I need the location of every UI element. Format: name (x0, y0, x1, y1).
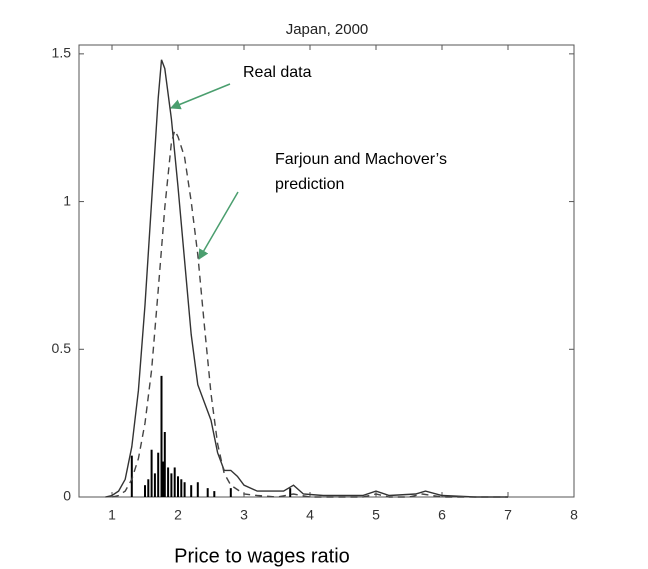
x-tick-label: 1 (108, 507, 116, 523)
annotation-arrow (198, 191, 239, 260)
x-tick-label: 4 (306, 507, 314, 523)
chart-title: Japan, 2000 (286, 21, 369, 38)
density-line (105, 59, 508, 498)
plot-frame (78, 44, 575, 498)
annotation: Real data (243, 64, 312, 81)
x-axis-label: Price to wages ratio (174, 545, 350, 567)
y-tick-label: 1.5 (52, 45, 72, 61)
density-line (111, 128, 508, 498)
y-tick-label: 0 (63, 488, 71, 504)
x-tick-label: 3 (240, 507, 248, 523)
annotation: Farjoun and Machover’s (275, 151, 447, 168)
x-tick-label: 8 (570, 507, 578, 523)
y-tick-label: 0.5 (52, 340, 72, 356)
x-tick-label: 7 (504, 507, 512, 523)
annotation: prediction (275, 176, 344, 193)
annotation-arrow (170, 83, 231, 110)
x-tick-label: 6 (438, 507, 446, 523)
y-tick-label: 1 (63, 192, 71, 208)
x-tick-label: 2 (174, 507, 182, 523)
x-tick-label: 5 (372, 507, 380, 523)
